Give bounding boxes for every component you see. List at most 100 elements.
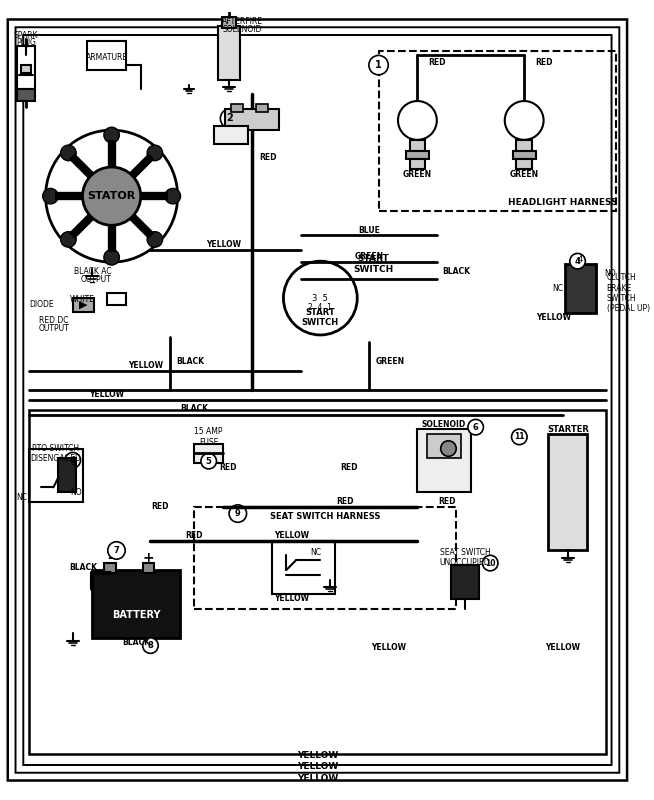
Bar	[409, 159, 425, 169]
Text: 15 AMP
FUSE: 15 AMP FUSE	[194, 427, 223, 446]
Text: YELLOW: YELLOW	[206, 240, 241, 249]
Circle shape	[46, 130, 178, 262]
Text: 9: 9	[235, 509, 241, 518]
Text: SPARK: SPARK	[14, 31, 39, 41]
Text: GREEN: GREEN	[375, 357, 405, 366]
Text: GREEN: GREEN	[403, 170, 432, 179]
Circle shape	[483, 555, 498, 571]
Bar	[231, 104, 243, 112]
Text: 4: 4	[70, 456, 76, 465]
Text: WHITE: WHITE	[69, 294, 94, 303]
Text: BLACK: BLACK	[69, 563, 97, 573]
Circle shape	[398, 101, 437, 140]
Text: HEADLIGHT HARNESS: HEADLIGHT HARNESS	[508, 198, 618, 207]
Text: 5: 5	[206, 457, 212, 466]
Text: NO: NO	[604, 270, 615, 278]
Text: RED: RED	[219, 463, 237, 473]
Text: 4: 4	[578, 254, 583, 264]
Text: SOLENOID: SOLENOID	[223, 25, 262, 34]
Text: GREEN: GREEN	[354, 252, 383, 261]
Bar	[104, 563, 116, 573]
Bar	[18, 90, 35, 101]
Circle shape	[505, 101, 543, 140]
Bar	[29, 410, 606, 754]
Text: ARMATURE: ARMATURE	[86, 53, 128, 62]
Bar	[29, 449, 82, 502]
Text: BLUE: BLUE	[358, 226, 380, 234]
Circle shape	[104, 250, 120, 265]
Circle shape	[220, 109, 240, 128]
Text: YELLOW: YELLOW	[371, 643, 405, 652]
Text: 6: 6	[473, 422, 479, 432]
Circle shape	[104, 127, 120, 142]
Text: PLUG: PLUG	[16, 38, 36, 47]
Bar	[143, 563, 154, 573]
Text: OUTPUT: OUTPUT	[81, 275, 112, 284]
Bar	[214, 126, 247, 144]
Text: RED: RED	[535, 58, 553, 66]
Text: -: -	[107, 551, 112, 566]
Circle shape	[43, 188, 58, 204]
Circle shape	[82, 167, 141, 226]
Text: 4: 4	[70, 458, 75, 467]
Circle shape	[570, 254, 585, 269]
Text: BLACK: BLACK	[180, 404, 208, 414]
Circle shape	[143, 638, 158, 654]
Text: SOLENOID: SOLENOID	[421, 420, 466, 429]
Bar	[379, 50, 617, 210]
Text: YELLOW: YELLOW	[128, 361, 163, 370]
Text: SEAT SWITCH HARNESS: SEAT SWITCH HARNESS	[270, 512, 381, 521]
Bar	[549, 434, 587, 550]
Bar	[58, 458, 76, 492]
Circle shape	[108, 542, 125, 559]
Text: 10: 10	[485, 558, 496, 567]
Circle shape	[283, 261, 357, 335]
Circle shape	[468, 419, 483, 435]
Text: RED: RED	[428, 58, 445, 66]
Bar	[565, 264, 596, 313]
Bar	[272, 541, 335, 594]
Text: RED: RED	[185, 531, 203, 540]
Text: 8: 8	[148, 641, 153, 650]
Text: DIODE: DIODE	[29, 300, 54, 310]
Text: SEAT SWITCH
UNOCCUPIED: SEAT SWITCH UNOCCUPIED	[439, 547, 490, 567]
Text: 7: 7	[114, 546, 120, 555]
Text: YELLOW: YELLOW	[536, 313, 571, 322]
Bar	[451, 565, 479, 599]
Bar	[194, 444, 223, 463]
Bar	[517, 140, 532, 151]
Text: NC: NC	[16, 493, 27, 502]
Text: 4: 4	[575, 257, 581, 266]
Text: YELLOW: YELLOW	[297, 750, 338, 760]
Text: CLUTCH
BRAKE
SWITCH
(PEDAL UP): CLUTCH BRAKE SWITCH (PEDAL UP)	[607, 273, 650, 314]
Circle shape	[61, 232, 76, 247]
Text: YELLOW: YELLOW	[545, 643, 581, 652]
Circle shape	[61, 145, 76, 161]
Text: 1: 1	[375, 60, 382, 70]
Text: 11: 11	[514, 432, 525, 442]
Text: RED: RED	[336, 498, 353, 506]
Bar	[18, 46, 35, 90]
Text: YELLOW: YELLOW	[274, 531, 309, 540]
Text: RED: RED	[341, 463, 358, 473]
Bar	[256, 104, 268, 112]
Text: START
SWITCH: START SWITCH	[301, 308, 339, 327]
Text: START
SWITCH: START SWITCH	[354, 254, 394, 274]
Text: 2: 2	[227, 114, 233, 123]
Bar	[427, 434, 461, 458]
Bar	[517, 159, 532, 169]
Circle shape	[229, 505, 247, 522]
Text: ▶: ▶	[79, 300, 88, 310]
Circle shape	[441, 441, 456, 456]
Text: STARTER: STARTER	[547, 425, 589, 434]
Bar	[405, 151, 429, 159]
Bar	[88, 41, 126, 70]
Bar	[92, 570, 180, 638]
Bar	[222, 17, 236, 28]
Bar	[225, 109, 279, 130]
Text: 2  4  1: 2 4 1	[309, 303, 332, 312]
Bar	[22, 65, 31, 73]
Text: RED: RED	[152, 502, 169, 511]
Text: GREEN: GREEN	[509, 170, 539, 179]
Text: YELLOW: YELLOW	[297, 762, 338, 771]
